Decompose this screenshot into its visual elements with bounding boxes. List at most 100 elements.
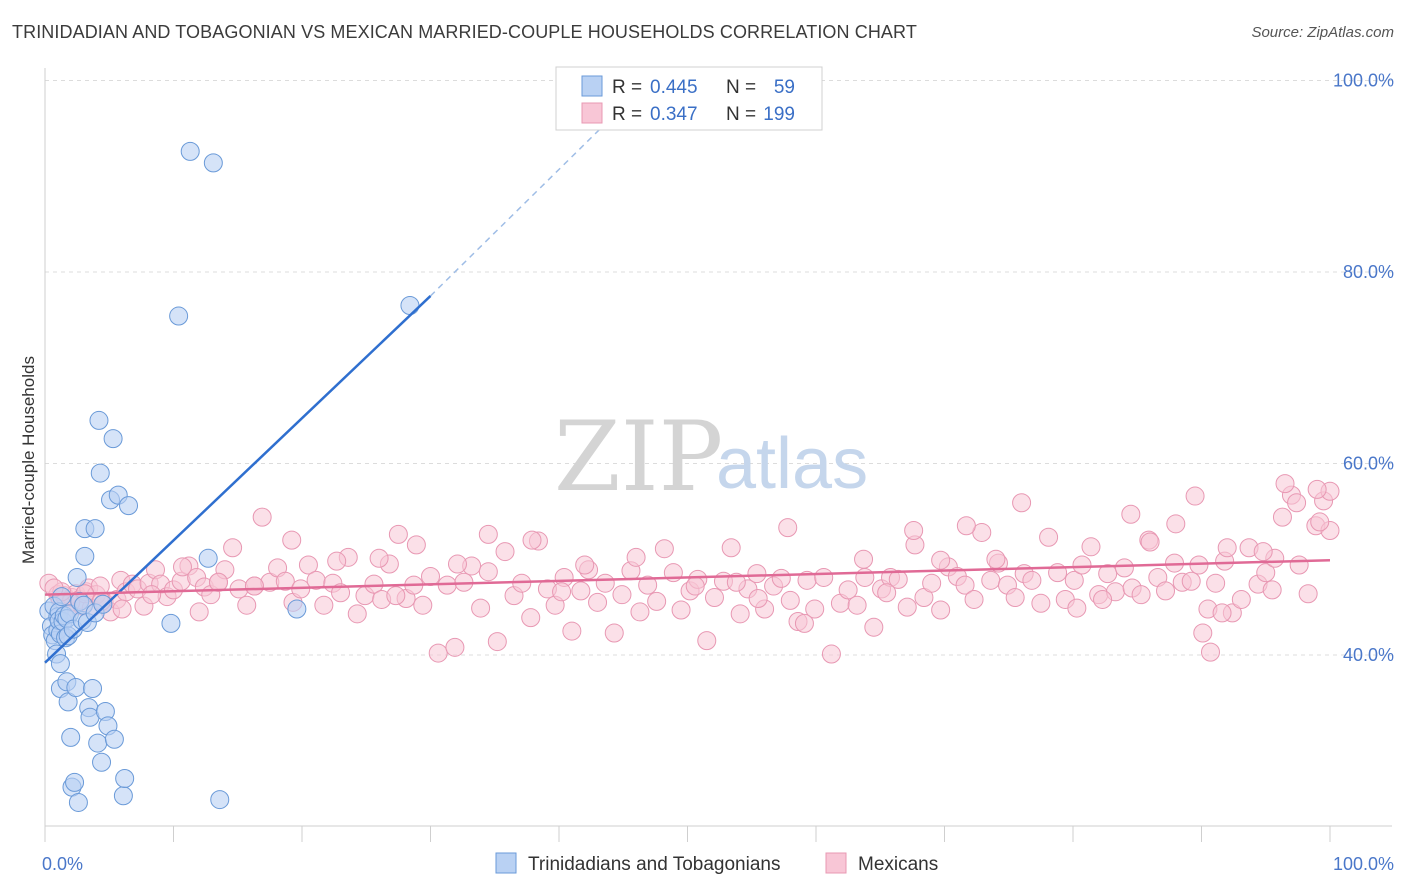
- mexicans-point: [986, 549, 1006, 569]
- mexicans-point: [1287, 493, 1307, 513]
- trinidadians-point: [210, 790, 230, 810]
- mexicans-point: [552, 582, 572, 602]
- mexicans-point: [956, 516, 976, 536]
- y-tick-label-60: 60.0%: [1343, 454, 1394, 474]
- trinidadians-point: [68, 792, 88, 812]
- mexicans-point: [612, 585, 632, 605]
- mexicans-point: [521, 608, 541, 628]
- mexicans-point: [471, 598, 491, 618]
- y-tick-label-40: 40.0%: [1343, 645, 1394, 665]
- trend-lines: [44, 118, 1331, 664]
- mexicans-point: [208, 572, 228, 592]
- mexicans-point: [1039, 527, 1059, 547]
- x-tick-label-max: 100.0%: [1333, 854, 1394, 874]
- legend-r-label-pink: R =: [612, 104, 642, 125]
- stats-legend: R = 0.445 N = 59 R = 0.347 N = 199: [555, 66, 823, 131]
- mexicans-point: [1031, 593, 1051, 613]
- mexicans-point: [172, 557, 192, 577]
- mexicans-point: [704, 588, 724, 608]
- mexicans-point: [897, 597, 917, 617]
- mexicans-point: [223, 538, 243, 558]
- mexicans-point: [1193, 623, 1213, 643]
- mexicans-point: [413, 595, 433, 615]
- mexicans-point: [142, 585, 162, 605]
- legend-r-label-blue: R =: [612, 77, 642, 98]
- mexicans-point: [877, 583, 897, 603]
- mexicans-point: [1310, 512, 1330, 532]
- mexicans-point: [1093, 589, 1113, 609]
- mexicans-point: [386, 586, 406, 606]
- mexicans-point: [406, 535, 426, 555]
- mexicans-point: [647, 591, 667, 611]
- mexicans-point: [314, 595, 334, 615]
- mexicans-point: [864, 617, 884, 637]
- legend-swatch-blue: [581, 75, 603, 97]
- trinidadians-point: [203, 153, 223, 173]
- trinidadians-point: [161, 613, 181, 633]
- mexicans-point: [771, 568, 791, 588]
- legend-r-value-pink: 0.347: [650, 104, 698, 125]
- mexicans-point: [388, 524, 408, 544]
- legend-n-value-blue: 59: [774, 77, 795, 98]
- trinidadians-point: [83, 679, 103, 699]
- mexicans-point: [904, 521, 924, 541]
- mexicans-point: [1064, 570, 1084, 590]
- mexicans-point: [1262, 580, 1282, 600]
- mexicans-point: [794, 613, 814, 633]
- mexicans-point: [595, 573, 615, 593]
- mexicans-point: [721, 538, 741, 558]
- mexicans-point: [1231, 589, 1251, 609]
- mexicans-point: [630, 602, 650, 622]
- grid: [45, 80, 1392, 656]
- mexicans-point: [478, 562, 498, 582]
- mexicans-point: [697, 631, 717, 651]
- trinidadians-point: [66, 678, 86, 698]
- mexicans-point: [364, 574, 384, 594]
- watermark-atlas: atlas: [716, 424, 868, 504]
- mexicans-points: [39, 474, 1340, 664]
- mexicans-point: [1206, 573, 1226, 593]
- mexicans-point: [1307, 479, 1327, 499]
- trinidadians-point: [85, 519, 105, 539]
- trinidadians-point: [198, 548, 218, 568]
- mexicans-point: [244, 576, 264, 596]
- legend-n-value-pink: 199: [763, 104, 795, 125]
- trinidadians-point: [67, 567, 87, 587]
- mexicans-point: [922, 573, 942, 593]
- series-legend: Trinidadians and Tobagonians Mexicans: [495, 852, 938, 875]
- mexicans-point: [282, 530, 302, 550]
- mexicans-point: [747, 564, 767, 584]
- mexicans-point: [1131, 585, 1151, 605]
- axes: [44, 68, 1392, 842]
- mexicans-point: [189, 602, 209, 622]
- series-legend-label-pink: Mexicans: [858, 854, 938, 875]
- mexicans-point: [571, 581, 591, 601]
- mexicans-point: [298, 555, 318, 575]
- mexicans-point: [369, 548, 389, 568]
- mexicans-point: [1298, 584, 1318, 604]
- mexicans-point: [748, 589, 768, 609]
- trinidadians-point: [52, 587, 72, 607]
- mexicans-point: [838, 580, 858, 600]
- mexicans-point: [1289, 555, 1309, 575]
- mexicans-point: [1212, 603, 1232, 623]
- mexicans-point: [347, 604, 367, 624]
- mexicans-point: [888, 569, 908, 589]
- mexicans-point: [1166, 514, 1186, 534]
- mexicans-point: [1156, 581, 1176, 601]
- mexicans-point: [1081, 537, 1101, 557]
- source-label: Source: ZipAtlas.com: [1251, 24, 1394, 41]
- mexicans-point: [1200, 642, 1220, 662]
- series-legend-label-blue: Trinidadians and Tobagonians: [528, 854, 780, 875]
- trinidadians-points: [39, 141, 420, 812]
- mexicans-point: [1140, 532, 1160, 552]
- chart-title: TRINIDADIAN AND TOBAGONIAN VS MEXICAN MA…: [12, 22, 917, 42]
- trinidadians-point: [119, 496, 139, 516]
- mexicans-point: [1253, 542, 1273, 562]
- mexicans-point: [1181, 571, 1201, 591]
- mexicans-point: [685, 576, 705, 596]
- y-tick-label-100: 100.0%: [1333, 71, 1394, 91]
- trinidadians-point: [75, 546, 95, 566]
- trinidadians-point: [115, 769, 135, 789]
